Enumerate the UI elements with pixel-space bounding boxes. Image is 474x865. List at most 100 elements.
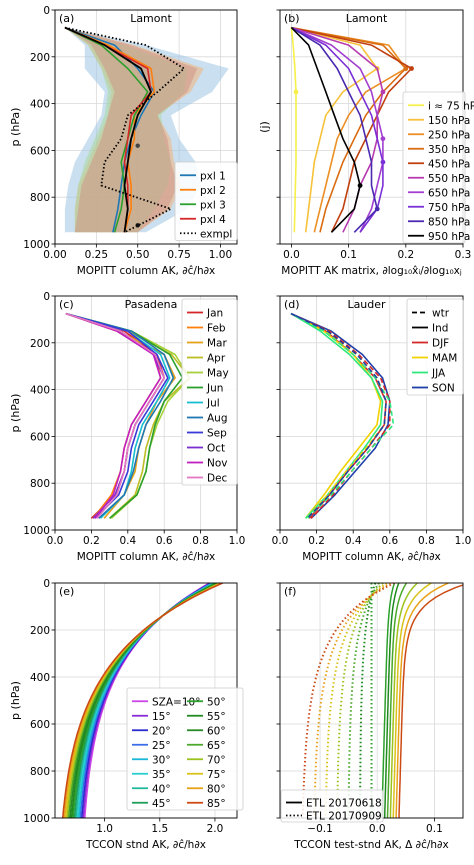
peak-marker — [293, 89, 299, 95]
legend-entry: exmpl — [200, 228, 232, 240]
x-tick-label: 0.2 — [397, 249, 414, 261]
legend-entry: May — [207, 368, 229, 380]
panel-location: Lamont — [346, 12, 388, 25]
legend-entry: 50° — [207, 696, 226, 708]
x-tick-label: 0.00 — [43, 249, 66, 261]
legend-entry: 850 hPa — [428, 216, 470, 228]
axes-frame — [279, 295, 464, 531]
x-axis-label: TCCON test-stnd AK, Δ ∂ĉ/h∂x — [293, 839, 448, 851]
series-line-etl-20170618 — [386, 583, 408, 818]
x-tick-label: 0.2 — [83, 535, 100, 547]
legend-entry: pxl 4 — [200, 214, 226, 226]
legend-entry: Aug — [207, 413, 228, 425]
mean-line — [64, 26, 152, 233]
y-tick-label: 200 — [30, 52, 50, 64]
peak-marker — [403, 66, 409, 71]
series-line-etl-20170618 — [389, 583, 418, 818]
legend-entry: Dec — [207, 473, 228, 485]
x-tick-label: 0.8 — [192, 535, 209, 547]
x-axis-label: MOPITT AK matrix, ∂log₁₀x̂ᵢ/∂log₁₀xⱼ — [281, 265, 462, 277]
y-tick-label: 800 — [30, 766, 50, 778]
panel-c: 0.0 0.2 0.4 0.6 0.8 1.0 0 200 400 600 800 1000 (c) Pa… — [9, 291, 245, 563]
y-tick-label: 800 — [30, 478, 50, 490]
legend-entry: 75° — [207, 769, 226, 781]
legend-entry: 750 hPa — [428, 202, 470, 214]
panel-d: 0.0 0.2 0.4 0.6 0.8 1.0 (d) Lauder MOPITT column… — [272, 295, 472, 563]
plot-area — [290, 312, 395, 519]
data-point-marker — [135, 223, 140, 228]
panel-label: (e) — [59, 585, 74, 598]
legend-entry: Mar — [207, 338, 227, 350]
legend-entry: 85° — [207, 798, 226, 810]
y-tick-label: 400 — [30, 385, 50, 397]
panel-location: Lauder — [347, 298, 386, 311]
legend-entry: 15° — [152, 711, 171, 723]
y-tick-label: 600 — [30, 719, 50, 731]
panel-e: 1.0 1.5 2.0 0 200 400 600 800 1000 (e) TCCON stnd … — [9, 578, 244, 851]
legend-entry: 450 hPa — [428, 158, 470, 170]
peak-marker — [380, 89, 386, 95]
legend: pxl 1 pxl 2 pxl 3 pxl 4 exmpl — [174, 161, 238, 241]
panel-a: 0.00 0.25 0.50 0.75 1.00 0 200 400 600 800 1000 (a)… — [9, 5, 238, 277]
legend-entry: 30° — [152, 754, 171, 766]
peak-marker — [374, 206, 380, 212]
legend-entry: Feb — [207, 323, 226, 335]
series-line-Nov — [65, 312, 162, 519]
series-line-750hPa — [291, 26, 384, 233]
panel-label: (c) — [59, 298, 74, 311]
plot-area — [290, 26, 414, 233]
x-tick-label: 1.0 — [455, 535, 472, 547]
series-line-etl-20170618 — [395, 583, 449, 818]
legend-entry: wtr — [432, 308, 450, 320]
series-line-etl-20170618 — [383, 583, 400, 818]
legend-entry: pxl 2 — [200, 185, 226, 197]
peak-marker — [357, 183, 363, 188]
x-tick-label: 0.0 — [369, 823, 386, 835]
legend-frame — [402, 91, 466, 244]
series-line-950hPa — [290, 27, 361, 233]
panel-label: (a) — [59, 12, 74, 25]
legend-entry: ETL 20170618 — [306, 798, 382, 810]
series-line-etl-20170909 — [359, 583, 377, 818]
series-line-150hPa — [291, 26, 379, 233]
legend-entry: MAM — [432, 353, 457, 365]
legend-entry: Oct — [207, 443, 225, 455]
x-tick-label: 2.0 — [207, 823, 224, 835]
panel-location: Pasadena — [125, 298, 178, 311]
x-tick-label: 0.1 — [426, 823, 443, 835]
y-tick-label: 600 — [30, 431, 50, 443]
legend-entry: Ind — [432, 323, 448, 335]
x-tick-label: 0.0 — [47, 535, 64, 547]
legend-entry: 55° — [207, 711, 226, 723]
x-tick-label: 0.0 — [283, 249, 300, 261]
x-tick-label: 0.75 — [167, 249, 190, 261]
legend-entry: 250 hPa — [428, 129, 470, 141]
legend-entry: pxl 3 — [200, 199, 226, 211]
panel-location: Lamont — [130, 12, 172, 25]
axes-frame — [54, 9, 238, 245]
x-tick-label: 0.2 — [308, 535, 325, 547]
legend-entry: 65° — [207, 740, 226, 752]
peak-marker — [380, 136, 386, 142]
y-tick-label: 800 — [30, 192, 50, 204]
panel-b: 0.0 0.1 0.2 0.3 (b) Lamont MOPITT AK matrix, ∂… — [258, 9, 474, 277]
y-tick-label: 0 — [43, 5, 50, 17]
legend-entry: ETL 20170909 — [306, 811, 382, 823]
x-axis-label: MOPITT column AK, ∂ĉ/h∂x — [77, 551, 216, 563]
legend-entry: 25° — [152, 740, 171, 752]
legend-frame — [181, 298, 238, 486]
legend-entry: 150 hPa — [428, 115, 470, 127]
legend-entry: 650 hPa — [428, 187, 470, 199]
x-tick-label: 0.1 — [340, 249, 357, 261]
series-line-Jul — [65, 312, 171, 519]
y-axis-label: (j) — [258, 121, 271, 133]
legend-entry: Sep — [207, 428, 227, 440]
legend-entry: 40° — [152, 783, 171, 795]
x-tick-label: 0.3 — [455, 249, 472, 261]
legend-entry: SZA=10° — [152, 696, 200, 708]
peak-marker — [409, 66, 414, 71]
panel-label: (b) — [284, 12, 300, 25]
uncertainty-band — [64, 27, 198, 233]
legend-entry: 70° — [207, 754, 226, 766]
